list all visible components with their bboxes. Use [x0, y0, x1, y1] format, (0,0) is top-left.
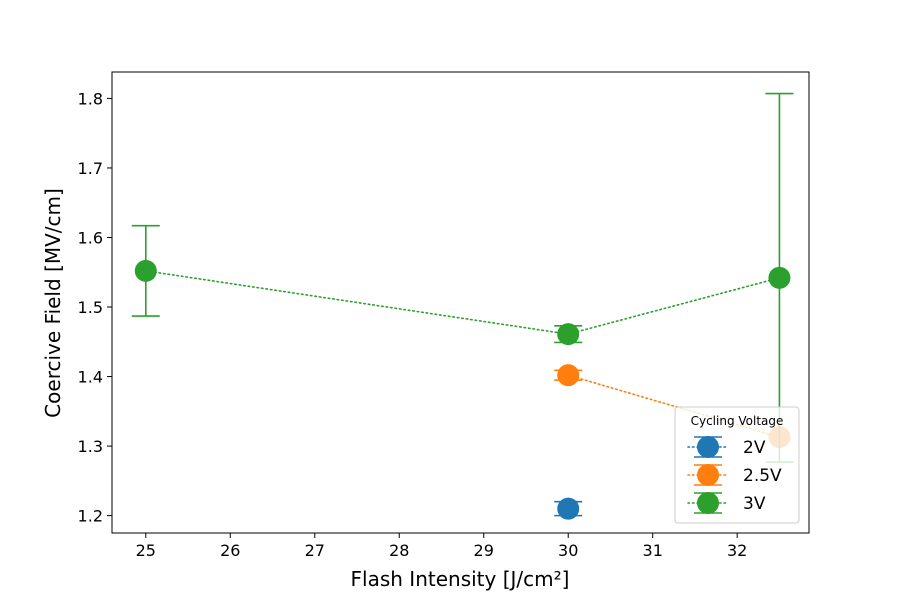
y-tick-label: 1.4	[78, 368, 103, 387]
legend-marker	[697, 492, 719, 514]
legend-title: Cycling Voltage	[691, 414, 784, 428]
legend-marker	[697, 464, 719, 486]
y-axis-title: Coercive Field [MV/cm]	[41, 188, 65, 418]
plot-frame	[111, 71, 810, 534]
y-tick-label: 1.6	[78, 228, 103, 247]
series-line	[567, 374, 781, 438]
x-tick-label: 25	[136, 541, 156, 560]
data-point	[557, 323, 580, 346]
x-tick-label: 32	[727, 541, 747, 560]
x-tick-label: 27	[305, 541, 325, 560]
y-tick-label: 1.2	[78, 507, 103, 526]
data-point	[768, 266, 791, 289]
legend-label: 3V	[743, 494, 766, 514]
legend-label: 2.5V	[743, 466, 782, 486]
data-point	[134, 259, 157, 282]
series-line	[144, 270, 781, 335]
y-tick-label: 1.7	[78, 159, 103, 178]
legend-marker	[697, 436, 719, 458]
legend-entry-2.5V: 2.5V	[687, 464, 782, 486]
axis-ticks: 25 26 27 28 29 30 31 32 1.2 1.3 1.4 1.5 1.6 1.7 1.8	[78, 89, 748, 560]
x-tick-label: 29	[474, 541, 494, 560]
x-tick-label: 31	[643, 541, 663, 560]
legend-entry-2V: 2V	[687, 436, 766, 458]
data-point	[557, 497, 580, 520]
series-3V	[131, 92, 794, 463]
x-tick-label: 30	[558, 541, 578, 560]
y-tick-label: 1.8	[78, 89, 103, 108]
x-tick-label: 26	[220, 541, 240, 560]
y-tick-label: 1.3	[78, 437, 103, 456]
data-point	[557, 364, 580, 387]
x-tick-label: 28	[389, 541, 409, 560]
legend-label: 2V	[743, 438, 766, 458]
legend: Cycling Voltage 2V 2.5V 3V	[674, 406, 800, 524]
y-tick-label: 1.5	[78, 298, 103, 317]
series-2V	[554, 497, 583, 520]
x-axis-title: Flash Intensity [J/cm²]	[351, 567, 570, 591]
legend-entry-3V: 3V	[687, 492, 766, 514]
